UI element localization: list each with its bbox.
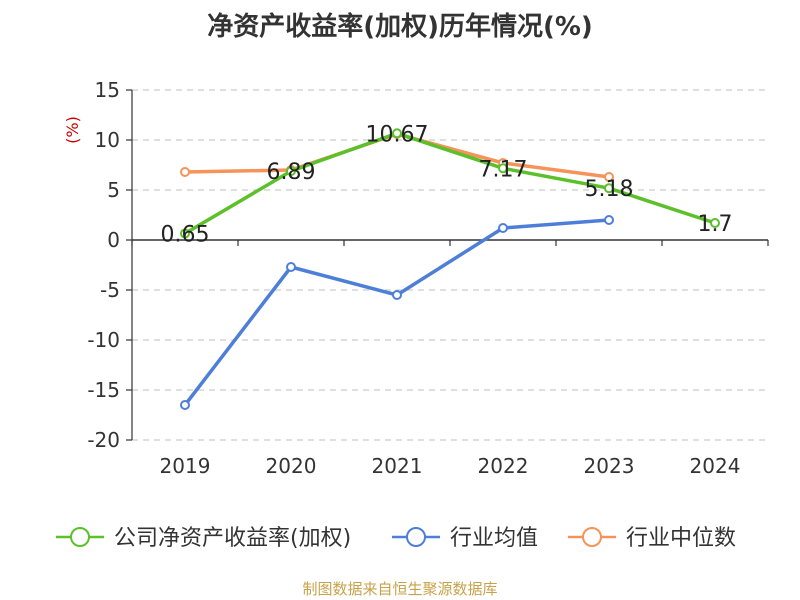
data-point [180,167,190,177]
y-tick-label: -10 [87,328,120,352]
data-point [286,166,296,177]
series-line [184,131,716,236]
data-point [392,128,402,139]
data-label: 10.67 [366,122,429,147]
x-tick-label: 2021 [372,454,423,478]
source-note: 制图数据来自恒生聚源数据库 [302,580,498,598]
data-point [180,400,190,410]
legend: 公司净资产收益率(加权) 行业均值 行业中位数 [56,526,736,551]
y-tick-label: -15 [87,378,120,402]
data-point [604,183,614,194]
data-point [392,290,402,300]
chart-title: 净资产收益率(加权)历年情况(%) [207,12,593,42]
legend-label: 公司净资产收益率(加权) [114,526,351,551]
series-lines [180,128,720,410]
y-tick-label: -5 [100,278,120,302]
x-tick-label: 2024 [690,454,741,478]
legend-label: 行业中位数 [626,526,736,551]
data-label: 0.65 [161,223,210,248]
x-tick-label: 2019 [160,454,211,478]
data-labels: 0.65 6.89 10.67 7.17 5.18 1.7 [161,122,733,247]
data-point [498,163,508,174]
data-point [498,223,508,233]
data-label: 5.18 [585,177,634,202]
legend-marker [406,527,426,547]
x-tick-label: 2022 [478,454,529,478]
x-tick-label: 2023 [584,454,635,478]
data-point [286,262,296,272]
legend-label: 行业均值 [450,526,538,551]
data-point [604,172,614,182]
y-axis-unit: (%) [63,116,82,144]
legend-marker [582,527,602,547]
data-point [180,228,190,239]
data-label: 1.7 [698,212,733,237]
grid-lines [132,89,768,441]
x-tick-label: 2020 [266,454,317,478]
data-point [604,215,614,225]
y-tick-label: 15 [95,78,120,102]
data-label: 6.89 [267,160,316,185]
data-point [710,218,720,228]
y-tick-label: 10 [95,128,120,152]
y-tick-label: 5 [107,178,120,202]
y-tick-label: -20 [87,428,120,452]
data-label: 7.17 [479,157,528,182]
axes: 15 10 5 0 -5 -10 -15 -20 2019 2020 2021 2022 2023 202… [63,78,769,478]
y-tick-label: 0 [107,228,120,252]
series-line [183,218,610,407]
legend-marker [70,527,90,547]
